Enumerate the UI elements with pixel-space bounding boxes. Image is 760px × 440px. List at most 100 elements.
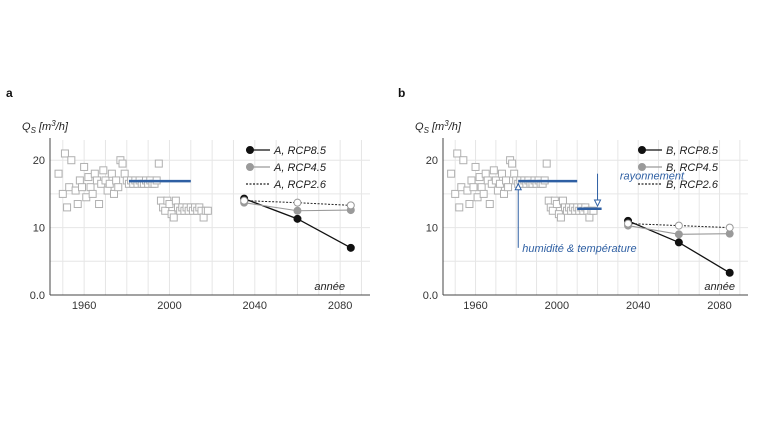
legend-entry: A, RCP2.6 (273, 179, 327, 191)
y-tick-label: 0.0 (423, 290, 438, 302)
observed-point (479, 189, 488, 198)
series-a-rcp2-6 (240, 196, 355, 210)
observed-point (589, 206, 598, 215)
legend-marker (246, 146, 254, 154)
legend-entry: B, RCP8.5 (666, 145, 719, 157)
y-tick-label: 10 (426, 223, 438, 235)
observed-point (508, 159, 517, 168)
series-point (346, 201, 355, 210)
observed-point (447, 169, 456, 178)
series-point (674, 238, 683, 247)
panel-letter: b (398, 86, 405, 100)
observed-point (203, 206, 212, 215)
observed-point (477, 183, 486, 192)
x-axis-label: année (704, 281, 735, 293)
x-tick-label: 2080 (328, 300, 352, 312)
observed-point (90, 169, 99, 178)
series-point (346, 243, 355, 252)
observed-point (73, 200, 82, 209)
observed-point (500, 189, 508, 198)
series-point (624, 219, 633, 228)
annotation: humidité & température (514, 182, 637, 255)
observed-point (154, 159, 163, 168)
series-point (725, 223, 734, 232)
observed-point (112, 176, 121, 185)
observed-point (585, 213, 594, 222)
x-tick-label: 2080 (707, 300, 731, 312)
observed-point (80, 162, 89, 171)
legend-entry: A, RCP4.5 (273, 162, 327, 174)
legend: A, RCP8.5 A, RCP4.5 A, RCP2.6 (246, 145, 327, 191)
series-b-rcp2-6 (624, 219, 734, 232)
observed-point (453, 149, 462, 158)
observed-point (485, 200, 494, 209)
legend-marker (246, 163, 254, 171)
annotation-arrow-head (593, 199, 602, 208)
observed-point (199, 213, 208, 222)
observed-point (54, 169, 63, 178)
legend-marker (638, 163, 646, 171)
observed-point (110, 189, 118, 198)
y-tick-label: 10 (33, 223, 45, 235)
chart-panel-a: a 0.0 10 20 1960 2000 2040 2080 QS [m3/h] année A,… (6, 86, 370, 312)
observed-point (67, 156, 76, 165)
x-tick-label: 2040 (626, 300, 650, 312)
x-tick-label: 1960 (463, 300, 487, 312)
legend: B, RCP8.5 B, RCP4.5 B, RCP2.6 (638, 145, 719, 191)
x-axis-label: année (314, 281, 345, 293)
observed-point (107, 169, 116, 178)
observed-point (510, 169, 519, 178)
series-point (674, 221, 683, 230)
annotation-label: rayonnement (620, 171, 685, 183)
observed-point (118, 159, 127, 168)
observed-point (558, 196, 567, 205)
observed-point (58, 189, 67, 198)
observed-point (465, 200, 474, 209)
observed-point (169, 213, 178, 222)
observed-point (171, 196, 180, 205)
observed-point (99, 166, 108, 175)
y-tick-label: 20 (426, 155, 438, 167)
observed-point (78, 183, 86, 192)
observed-point (542, 159, 551, 168)
observed-point (88, 189, 97, 198)
legend-entry: A, RCP8.5 (273, 145, 327, 157)
observed-point (120, 169, 129, 178)
observed-point (75, 176, 84, 185)
series-point (293, 198, 302, 207)
y-axis-label: QS [m3/h] (415, 119, 462, 135)
observed-point (471, 162, 480, 171)
observed-point (481, 169, 490, 178)
annotation-arrow-head (514, 182, 523, 191)
observed-point (459, 156, 468, 165)
y-tick-label: 20 (33, 155, 45, 167)
annotation-label: humidité & température (522, 243, 636, 255)
x-tick-label: 2000 (545, 300, 569, 312)
observed-point (60, 149, 69, 158)
x-tick-label: 2000 (157, 300, 181, 312)
observed-point (504, 183, 513, 192)
y-tick-label: 0.0 (30, 290, 45, 302)
legend-entry: B, RCP4.5 (666, 162, 719, 174)
series-point (674, 230, 683, 239)
observed-point (502, 176, 511, 185)
x-tick-label: 1960 (72, 300, 96, 312)
grid (50, 140, 370, 295)
legend-marker (638, 146, 646, 154)
observed-points (447, 149, 598, 222)
series-point (725, 268, 734, 277)
annotation: rayonnement (593, 171, 685, 208)
observed-point (95, 200, 104, 209)
observed-point (455, 203, 464, 212)
observed-point (489, 166, 498, 175)
observed-point (556, 213, 565, 222)
observed-point (467, 176, 476, 185)
observed-point (86, 183, 95, 192)
series-point (293, 206, 302, 215)
series-point (293, 214, 302, 223)
y-axis-label: QS [m3/h] (22, 119, 69, 135)
panel-letter: a (6, 86, 13, 100)
series-point (240, 196, 249, 205)
observed-point (114, 183, 123, 192)
